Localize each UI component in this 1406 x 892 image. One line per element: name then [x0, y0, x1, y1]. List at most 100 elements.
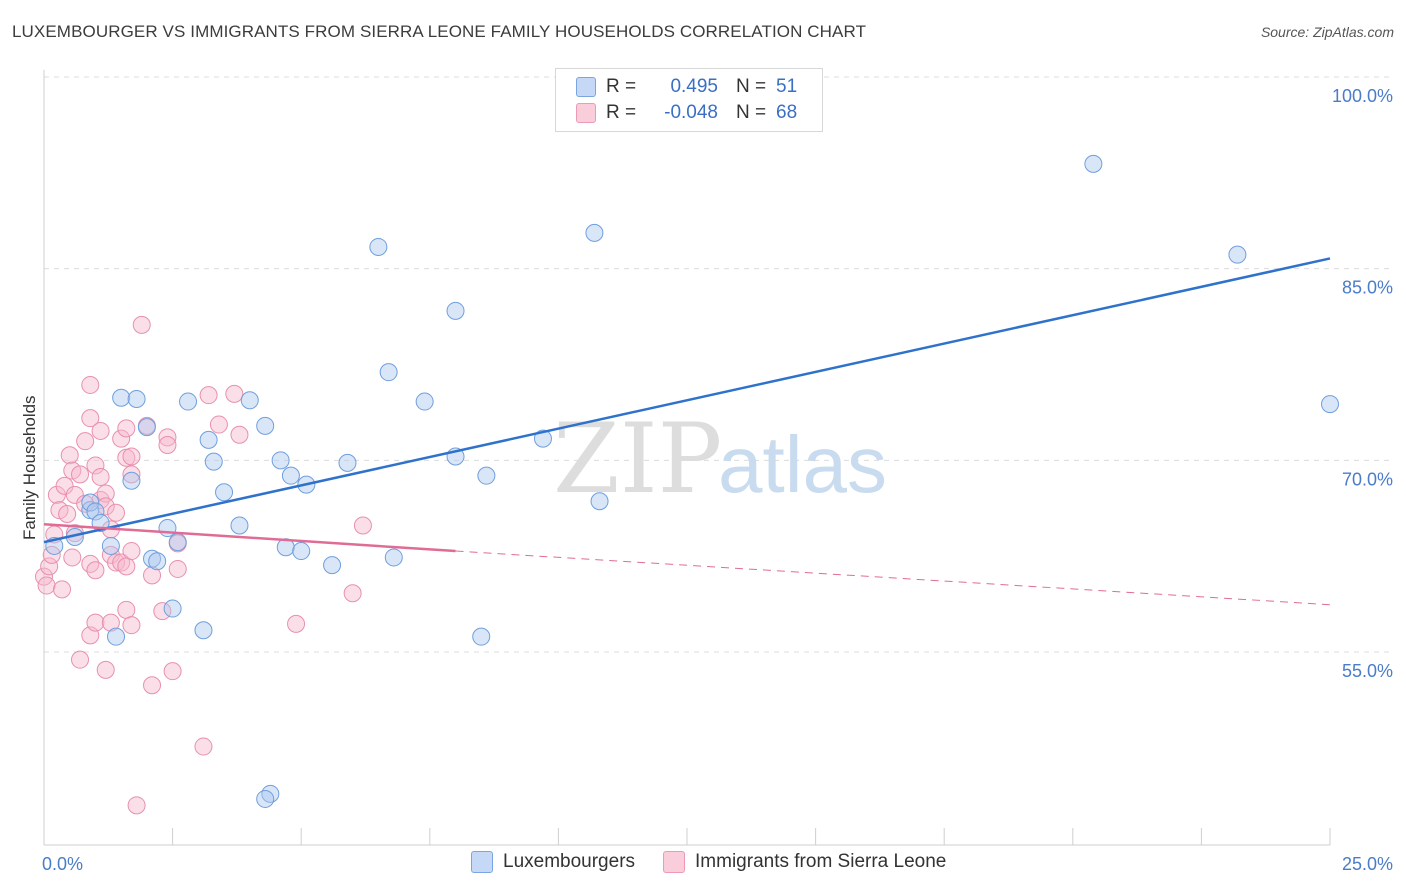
luxembourger-point — [163, 599, 182, 618]
sierra-leone-point — [122, 616, 141, 635]
luxembourger-point — [533, 429, 552, 448]
legend-swatch-blue — [471, 851, 493, 873]
luxembourger-point — [472, 627, 491, 646]
luxembourger-point — [168, 533, 187, 552]
luxembourger-point — [101, 536, 120, 555]
sierra-leone-point — [132, 315, 151, 334]
legend-row-luxembourgers: R = 0.495 N = 51 — [576, 75, 797, 99]
source-note: Source: ZipAtlas.com — [1260, 24, 1394, 40]
sierra-leone-point — [107, 553, 126, 572]
sierra-leone-point — [143, 676, 162, 695]
luxembourger-point — [215, 483, 234, 502]
sierra-leone-point — [96, 484, 115, 503]
legend-row-sierra-leone: R = -0.048 N = 68 — [576, 101, 797, 125]
sierra-leone-point — [112, 429, 131, 448]
watermark: ZIP atlas — [553, 403, 887, 515]
y-tick-label: 85.0% — [1342, 278, 1393, 298]
sierra-leone-point — [225, 384, 244, 403]
sierra-leone-point — [343, 584, 362, 603]
luxembourger-point — [477, 466, 496, 485]
sierra-leone-point — [63, 548, 82, 567]
tick-labels: 55.0% 70.0% 85.0% 100.0% 0.0% 25.0% — [42, 86, 1393, 874]
series-legend: Luxembourgers Immigrants from Sierra Leo… — [471, 851, 974, 873]
sierra-leone-point — [287, 614, 306, 633]
luxembourger-point — [446, 301, 465, 320]
sierra-leone-point — [91, 421, 110, 440]
legend-n-label: N = — [736, 76, 767, 97]
legend-r-value: 0.495 — [670, 76, 718, 97]
x-tick-label: 0.0% — [42, 854, 83, 874]
sierra-leone-point — [55, 476, 74, 495]
luxembourger-point — [143, 549, 162, 568]
luxembourger-point — [1228, 245, 1247, 264]
legend-label: Luxembourgers — [503, 851, 636, 872]
legend-item-luxembourgers[interactable]: Luxembourgers — [471, 851, 635, 873]
luxembourger-point — [194, 621, 213, 640]
legend-swatch-pink — [576, 103, 596, 123]
correlation-legend: R = 0.495 N = 51 R = -0.048 N = 68 — [555, 68, 823, 132]
legend-r-value: -0.048 — [664, 102, 718, 123]
luxembourger-point — [384, 548, 403, 567]
sierra-leone-point — [71, 650, 90, 669]
luxembourger-point — [323, 556, 342, 575]
sierra-leone-point — [209, 415, 228, 434]
luxembourger-point — [271, 451, 290, 470]
sierra-leone-point — [122, 465, 141, 484]
legend-label: Immigrants from Sierra Leone — [695, 851, 947, 872]
sierra-leone-point — [158, 428, 177, 447]
sierra-leone-point — [153, 602, 172, 621]
sierra-leone-point — [117, 419, 136, 438]
sierra-leone-point — [199, 386, 218, 405]
sierra-leone-point — [86, 456, 105, 475]
luxembourger-point — [276, 538, 295, 557]
sierra-leone-point — [53, 580, 72, 599]
luxembourger-point — [179, 392, 198, 411]
luxembourger-point — [81, 493, 100, 512]
sierra-leone-point — [71, 465, 90, 484]
y-tick-label: 55.0% — [1342, 661, 1393, 681]
luxembourger-point — [107, 627, 126, 646]
sierra-leone-point — [163, 662, 182, 681]
sierra-leone-point — [76, 432, 95, 451]
luxembourger-point — [137, 418, 156, 437]
legend-n-value: 68 — [776, 102, 798, 123]
luxembourger-point — [204, 452, 223, 471]
luxembourger-point — [112, 388, 131, 407]
luxembourger-point — [230, 516, 249, 535]
luxembourger-point — [1321, 395, 1339, 414]
sierra-leone-point — [58, 505, 77, 523]
luxembourger-point — [1084, 154, 1103, 173]
luxembourger-point — [127, 390, 146, 408]
luxembourger-point — [256, 789, 275, 808]
sierra-leone-point — [86, 561, 105, 580]
y-tick-label: 100.0% — [1332, 86, 1393, 106]
watermark-atlas: atlas — [718, 420, 887, 509]
luxembourger-point — [86, 502, 105, 521]
luxembourger-point — [281, 466, 300, 485]
sierra-leone-point — [117, 557, 136, 576]
sierra-leone-point — [37, 576, 56, 595]
luxembourger-point — [148, 552, 167, 571]
blue-points-group — [45, 154, 1339, 808]
sierra-leone-trendline — [43, 522, 456, 553]
sierra-leone-point — [168, 559, 187, 578]
sierra-leone-point — [60, 446, 79, 465]
sierra-leone-point — [117, 600, 136, 619]
legend-swatch-blue — [576, 77, 596, 97]
x-tick-label: 25.0% — [1342, 854, 1393, 874]
sierra-leone-trendline — [455, 550, 1331, 606]
sierra-leone-point — [40, 557, 59, 576]
legend-item-sierra-leone[interactable]: Immigrants from Sierra Leone — [663, 851, 946, 873]
luxembourger-point — [415, 392, 434, 411]
luxembourger-point — [590, 492, 609, 511]
sierra-leone-point — [96, 497, 115, 516]
luxembourger-point — [585, 223, 604, 242]
sierra-leone-point — [194, 737, 213, 756]
legend-swatch-pink — [663, 851, 686, 873]
sierra-leone-point — [353, 516, 372, 535]
luxembourger-point — [199, 430, 218, 449]
sierra-leone-point — [81, 375, 100, 394]
legend-n-label: N = — [736, 102, 767, 123]
sierra-leone-point — [230, 425, 249, 444]
